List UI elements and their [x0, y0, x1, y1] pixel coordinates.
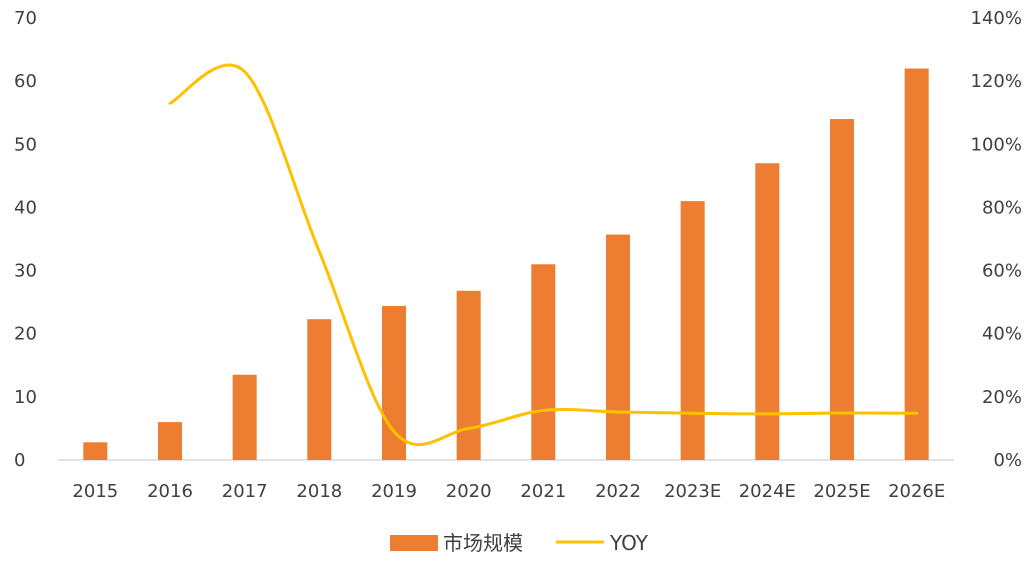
x-tick-label: 2023E: [664, 481, 721, 502]
bar-2025E: [830, 119, 854, 460]
y-left-tick-label: 60: [14, 71, 37, 92]
legend-bar-label: 市场规模: [443, 531, 523, 555]
x-tick-label: 2018: [296, 481, 342, 502]
right-axis: 0% 20% 40% 60% 80% 100% 120% 140%: [971, 8, 1022, 471]
bar-2023E: [680, 201, 705, 461]
y-right-tick-label: 120%: [971, 71, 1022, 92]
legend: 市场规模 YOY: [390, 531, 649, 555]
x-tick-label: 2025E: [813, 481, 870, 502]
yoy-line: [168, 63, 919, 447]
x-tick-label: 2019: [371, 481, 417, 502]
bar-2015: [83, 442, 108, 460]
bar-2024E: [755, 163, 780, 461]
y-left-tick-label: 50: [14, 134, 37, 155]
bar-2021: [531, 264, 556, 460]
legend-line-label: YOY: [609, 531, 649, 555]
bar-2016: [158, 422, 182, 460]
y-left-tick-label: 0: [14, 450, 25, 471]
x-tick-label: 2022: [595, 481, 641, 502]
y-left-tick-label: 70: [14, 8, 37, 29]
x-tick-label: 2015: [72, 481, 118, 502]
x-tick-label: 2026E: [888, 481, 945, 502]
y-right-tick-label: 80%: [982, 197, 1022, 218]
x-tick-label: 2017: [222, 481, 268, 502]
bar-2020: [456, 290, 481, 460]
y-right-tick-label: 20%: [982, 387, 1022, 408]
line-layer: [168, 63, 919, 447]
x-tick-label: 2020: [446, 481, 492, 502]
bars-layer: [83, 68, 929, 461]
x-tick-label: 2016: [147, 481, 193, 502]
x-tick-label: 2021: [520, 481, 566, 502]
y-left-tick-label: 30: [14, 261, 37, 282]
y-right-tick-label: 100%: [971, 134, 1022, 155]
left-axis: 0 10 20 30 40 50 60 70: [14, 8, 37, 471]
bar-2017: [232, 374, 257, 460]
bar-2018: [307, 319, 332, 460]
legend-bar-swatch: [390, 535, 438, 551]
y-left-tick-label: 40: [14, 197, 37, 218]
y-right-tick-label: 40%: [982, 324, 1022, 345]
y-left-tick-label: 20: [14, 324, 37, 345]
x-tick-label: 2024E: [739, 481, 796, 502]
bar-2019: [382, 305, 406, 460]
y-left-tick-label: 10: [14, 387, 37, 408]
bar-2026E: [904, 68, 929, 460]
y-right-tick-label: 140%: [971, 8, 1022, 29]
x-axis: 2015 2016 2017 2018 2019 2020 2021 2022 2023E 202…: [72, 481, 945, 502]
y-right-tick-label: 60%: [982, 261, 1022, 282]
bar-2022: [606, 234, 630, 460]
y-right-tick-label: 0%: [993, 450, 1022, 471]
